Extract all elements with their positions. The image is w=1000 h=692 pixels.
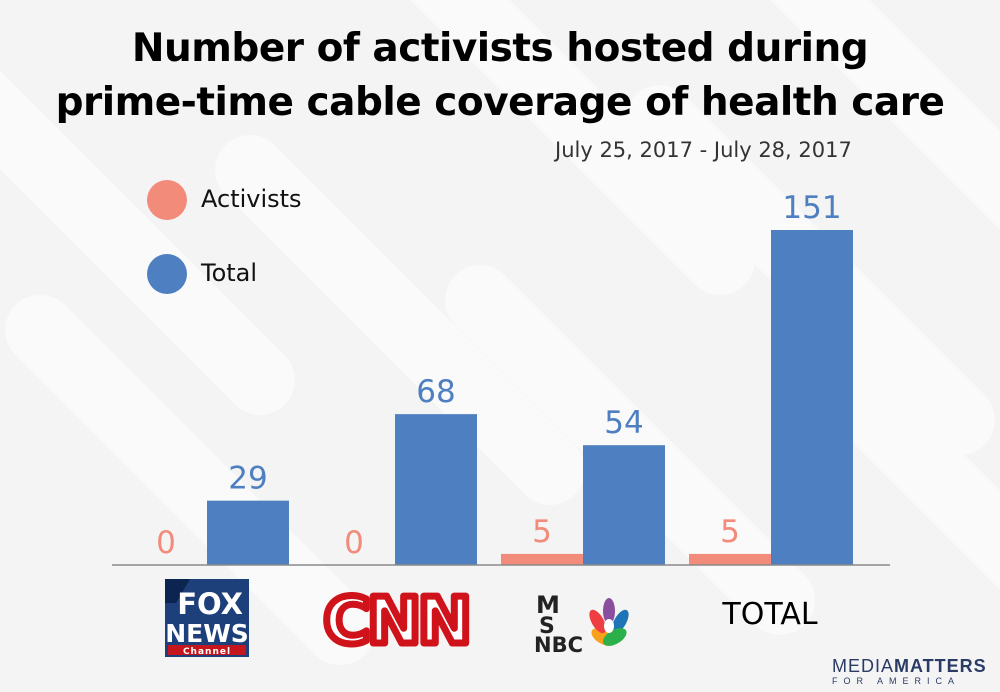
data-label-fox-news-activists: 0	[156, 525, 176, 561]
fox-news-logo-channel-band	[168, 645, 246, 655]
msnbc-logo-s: S	[539, 614, 555, 639]
chart-title-line-1: Number of activists hosted during	[131, 26, 869, 71]
data-label-total-total: 151	[782, 190, 841, 226]
bar-cnn-total	[395, 414, 477, 565]
bar-total-total	[771, 230, 853, 565]
msnbc-logo-m: M	[536, 591, 560, 619]
chart-title: Number of activists hosted during prime-…	[0, 22, 1000, 130]
bar-msnbc-total	[583, 445, 665, 565]
legend-swatch-activists	[147, 180, 187, 220]
x-tick-label-total: TOTAL	[721, 597, 817, 632]
fox-news-logo-channel: Channel	[183, 647, 231, 657]
media-matters-logo-media: MEDIA	[832, 656, 895, 676]
data-label-total-activists: 5	[720, 514, 740, 550]
bar-fox-news-total	[207, 500, 289, 565]
cnn-logo: CNN	[323, 585, 468, 659]
media-matters-logo-matters: MATTERS	[894, 656, 987, 676]
fox-news-logo: FOX NEWS Channel	[165, 579, 249, 657]
data-label-cnn-total: 68	[416, 374, 455, 410]
chart-subtitle: July 25, 2017 - July 28, 2017	[555, 138, 852, 162]
data-label-fox-news-total: 29	[228, 461, 267, 497]
msnbc-logo: M S NBC	[534, 591, 629, 657]
media-matters-logo-sub: FOR AMERICA	[832, 676, 961, 686]
msnbc-logo-nbc: NBC	[534, 633, 583, 657]
legend-label-activists: Activists	[201, 185, 302, 213]
legend-label-total: Total	[201, 259, 258, 287]
data-label-msnbc-activists: 5	[532, 514, 552, 550]
bar-msnbc-activists	[501, 553, 583, 565]
fox-news-logo-spotlight	[165, 579, 190, 603]
legend-swatch-total	[147, 254, 187, 294]
data-label-cnn-activists: 0	[344, 525, 364, 561]
fox-news-logo-fox: FOX	[177, 587, 243, 621]
media-matters-logo: MEDIAMATTERS FOR AMERICA	[832, 657, 992, 687]
chart-title-line-2: prime-time cable coverage of health care	[55, 80, 945, 125]
fox-news-logo-news: NEWS	[165, 619, 249, 648]
bar-total-activists	[689, 553, 771, 565]
data-label-msnbc-total: 54	[604, 405, 643, 441]
peacock-icon	[589, 598, 629, 646]
